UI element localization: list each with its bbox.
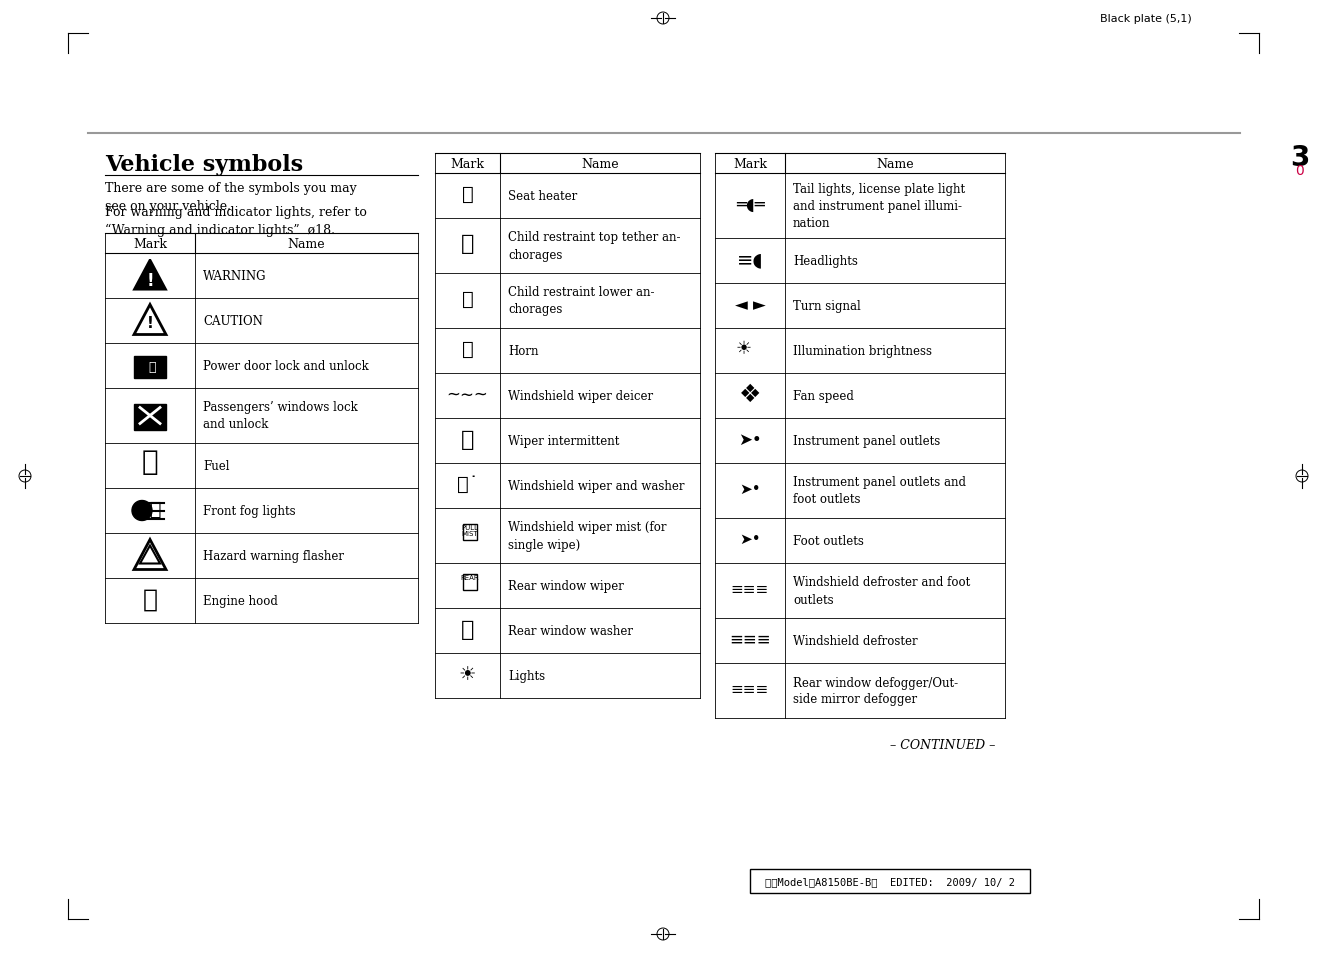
Text: Tail lights, license plate light
and instrument panel illumi-
nation: Tail lights, license plate light and ins… xyxy=(794,183,965,230)
Text: Child restraint lower an-
chorages: Child restraint lower an- chorages xyxy=(508,286,654,316)
Bar xyxy=(750,869,1030,893)
Text: 基登: 基登 xyxy=(138,499,162,518)
Text: 北米Model｢A8150BE-B｣  EDITED:  2009/ 10/ 2: 北米Model｢A8150BE-B｣ EDITED: 2009/ 10/ 2 xyxy=(764,876,1015,886)
Text: Lights: Lights xyxy=(508,669,545,682)
Text: Headlights: Headlights xyxy=(794,254,857,268)
Text: Rear window wiper: Rear window wiper xyxy=(508,579,624,593)
Text: 🧒: 🧒 xyxy=(462,290,474,309)
Text: Name: Name xyxy=(876,158,914,171)
Text: Name: Name xyxy=(581,158,618,171)
Text: ⛽: ⛽ xyxy=(142,448,158,476)
Text: ≡≡≡: ≡≡≡ xyxy=(731,681,770,697)
Text: Turn signal: Turn signal xyxy=(794,299,861,313)
Text: CAUTION: CAUTION xyxy=(203,314,263,328)
Text: Front fog lights: Front fog lights xyxy=(203,504,296,517)
Text: REAR: REAR xyxy=(460,575,479,581)
Text: ═◖═: ═◖═ xyxy=(735,195,764,213)
Text: Windshield wiper mist (for
single wipe): Windshield wiper mist (for single wipe) xyxy=(508,521,666,551)
Bar xyxy=(134,404,166,430)
Text: ❖: ❖ xyxy=(739,382,762,406)
Circle shape xyxy=(131,501,153,521)
Text: ➤•: ➤• xyxy=(738,430,762,448)
Text: ≡◖: ≡◖ xyxy=(736,250,763,269)
Text: 0: 0 xyxy=(1295,164,1303,178)
Text: PULL: PULL xyxy=(460,525,478,531)
Text: ⨽: ⨽ xyxy=(460,429,474,449)
Text: Illumination brightness: Illumination brightness xyxy=(794,345,932,357)
Bar xyxy=(463,574,476,590)
Text: 🧒: 🧒 xyxy=(460,234,474,254)
Text: Rear window washer: Rear window washer xyxy=(508,624,633,638)
Text: Black plate (5,1): Black plate (5,1) xyxy=(1100,14,1192,24)
Text: 🔑: 🔑 xyxy=(149,360,155,374)
Text: Vehicle symbols: Vehicle symbols xyxy=(105,153,303,175)
Text: !: ! xyxy=(146,272,154,289)
Text: 🚗: 🚗 xyxy=(142,587,158,611)
Bar xyxy=(134,356,166,378)
Polygon shape xyxy=(134,260,166,291)
Text: Mark: Mark xyxy=(133,237,167,251)
Text: ⛆: ⛆ xyxy=(460,618,474,639)
Text: WARNING: WARNING xyxy=(203,270,267,283)
Text: – CONTINUED –: – CONTINUED – xyxy=(889,739,995,751)
Text: Windshield wiper deicer: Windshield wiper deicer xyxy=(508,390,653,402)
Text: 🛋️: 🛋️ xyxy=(462,185,474,204)
Text: Fuel: Fuel xyxy=(203,459,230,473)
Text: Child restraint top tether an-
chorages: Child restraint top tether an- chorages xyxy=(508,232,681,261)
Text: ➤•: ➤• xyxy=(739,532,760,546)
Text: ~∼~: ~∼~ xyxy=(447,385,488,403)
Text: Instrument panel outlets and
foot outlets: Instrument panel outlets and foot outlet… xyxy=(794,476,966,506)
Text: ◄ ►: ◄ ► xyxy=(735,295,766,314)
Text: 🔊: 🔊 xyxy=(462,339,474,358)
Text: Windshield defroster: Windshield defroster xyxy=(794,635,918,647)
Text: ≡≡≡: ≡≡≡ xyxy=(730,630,771,648)
Text: Power door lock and unlock: Power door lock and unlock xyxy=(203,359,369,373)
Text: ≡≡≡: ≡≡≡ xyxy=(731,581,770,597)
Text: For warning and indicator lights, refer to
“Warning and indicator lights”  ø18.: For warning and indicator lights, refer … xyxy=(105,206,366,237)
Bar xyxy=(463,524,476,540)
Text: Wiper intermittent: Wiper intermittent xyxy=(508,435,620,448)
Text: ⨽˙: ⨽˙ xyxy=(456,475,478,494)
Text: Instrument panel outlets: Instrument panel outlets xyxy=(794,435,941,448)
Text: Windshield defroster and foot
outlets: Windshield defroster and foot outlets xyxy=(794,576,970,606)
Text: Seat heater: Seat heater xyxy=(508,190,577,203)
Text: Name: Name xyxy=(288,237,325,251)
Text: 3: 3 xyxy=(1290,144,1310,172)
Text: Mark: Mark xyxy=(450,158,484,171)
Text: !: ! xyxy=(146,315,154,331)
Text: ➤•: ➤• xyxy=(739,481,760,497)
Text: Mark: Mark xyxy=(733,158,767,171)
Text: Hazard warning flasher: Hazard warning flasher xyxy=(203,550,344,562)
Text: Fan speed: Fan speed xyxy=(794,390,853,402)
Text: Horn: Horn xyxy=(508,345,539,357)
Text: Passengers’ windows lock
and unlock: Passengers’ windows lock and unlock xyxy=(203,401,358,431)
Text: Windshield wiper and washer: Windshield wiper and washer xyxy=(508,479,685,493)
Text: Engine hood: Engine hood xyxy=(203,595,277,607)
Text: There are some of the symbols you may
see on your vehicle.: There are some of the symbols you may se… xyxy=(105,182,357,213)
Text: Rear window defogger/Out-
side mirror defogger: Rear window defogger/Out- side mirror de… xyxy=(794,676,958,706)
Text: MIST: MIST xyxy=(462,531,478,537)
Text: ☀: ☀ xyxy=(459,664,476,683)
Text: ☀: ☀ xyxy=(736,340,764,358)
Text: Foot outlets: Foot outlets xyxy=(794,535,864,547)
